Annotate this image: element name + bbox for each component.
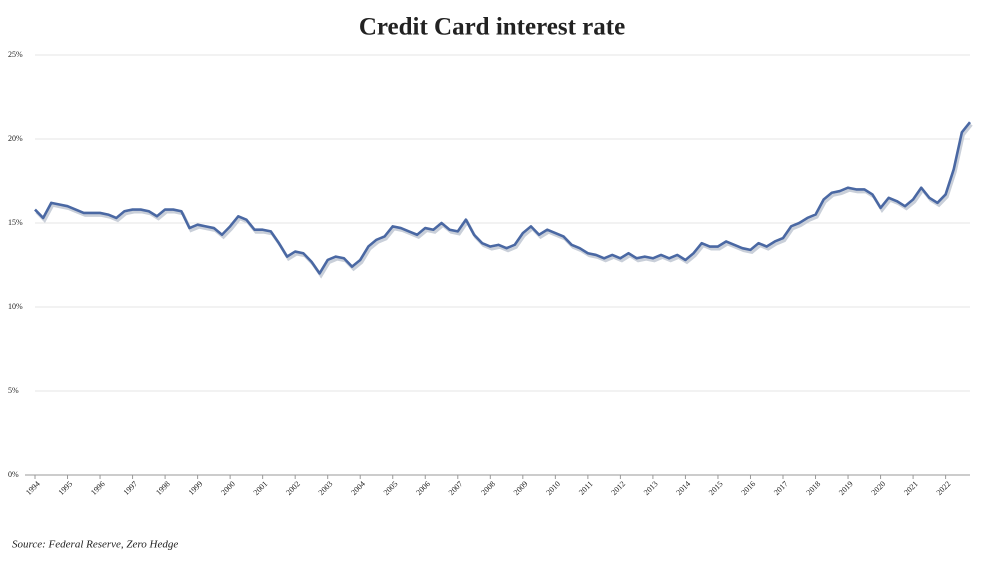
x-tick-label: 1999 (187, 479, 205, 497)
x-tick-label: 2018 (805, 479, 823, 497)
x-tick-label: 2000 (219, 479, 237, 497)
y-tick-label: 0% (8, 470, 19, 479)
x-tick-label: 2016 (740, 479, 758, 497)
x-tick-label: 2007 (447, 479, 465, 497)
x-tick-label: 2011 (577, 479, 594, 496)
x-tick-label: 2019 (837, 479, 855, 497)
x-tick-label: 2021 (902, 479, 920, 497)
x-tick-label: 2009 (512, 479, 530, 497)
y-tick-label: 5% (8, 386, 19, 395)
x-tick-label: 1994 (24, 479, 42, 497)
x-tick-label: 2001 (252, 479, 270, 497)
x-tick-label: 2017 (772, 479, 790, 497)
line-shadow (35, 123, 973, 279)
chart-title: Credit Card interest rate (359, 14, 625, 41)
x-tick-label: 2002 (284, 479, 302, 497)
y-tick-label: 20% (8, 134, 23, 143)
x-tick-label: 2003 (317, 479, 335, 497)
x-tick-label: 1997 (122, 479, 140, 497)
x-tick-label: 2015 (707, 479, 725, 497)
x-tick-label: 2022 (935, 479, 953, 497)
y-tick-label: 15% (8, 218, 23, 227)
x-tick-label: 2010 (544, 479, 562, 497)
x-tick-label: 2005 (382, 479, 400, 497)
y-tick-label: 25% (8, 50, 23, 59)
x-tick-label: 1998 (154, 479, 172, 497)
x-tick-label: 2006 (414, 479, 432, 497)
x-tick-label: 2008 (479, 479, 497, 497)
source-note: Source: Federal Reserve, Zero Hedge (12, 539, 178, 551)
x-tick-label: 2013 (642, 479, 660, 497)
line (34, 121, 972, 275)
y-tick-label: 10% (8, 302, 23, 311)
x-tick-label: 2004 (349, 479, 367, 497)
x-tick-label: 1996 (89, 479, 107, 497)
x-tick-label: 2020 (870, 479, 888, 497)
x-tick-label: 1995 (57, 479, 75, 497)
x-tick-label: 2012 (609, 479, 627, 497)
x-tick-label: 2014 (674, 479, 692, 497)
